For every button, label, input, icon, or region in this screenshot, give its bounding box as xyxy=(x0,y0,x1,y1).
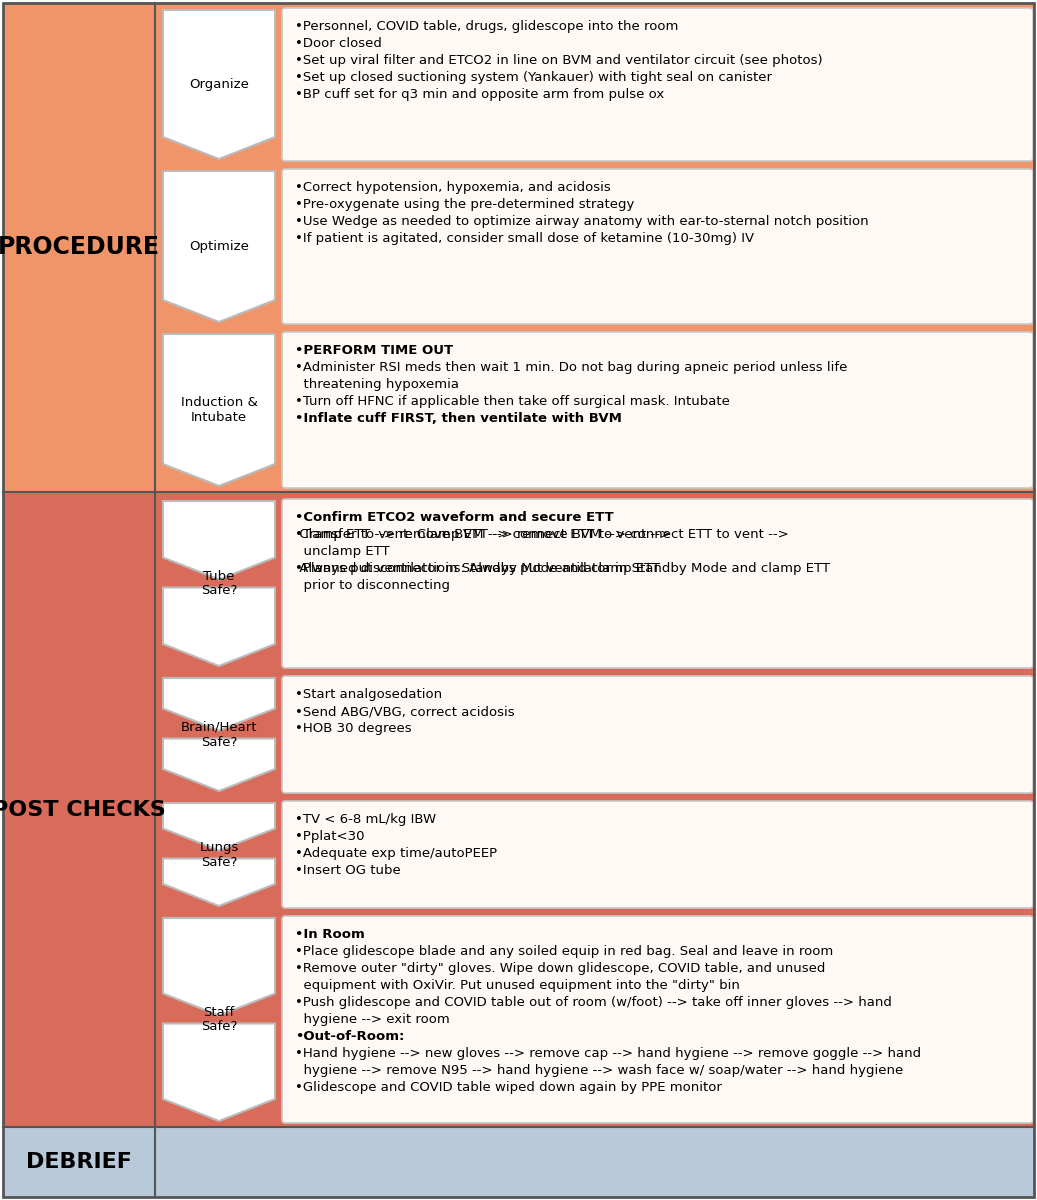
Text: hygiene --> exit room: hygiene --> exit room xyxy=(295,1013,450,1026)
Text: Optimize: Optimize xyxy=(189,240,249,253)
Text: •Set up viral filter and ETCO2 in line on BVM and ventilator circuit (see photos: •Set up viral filter and ETCO2 in line o… xyxy=(295,54,822,67)
Text: •Planned disconnections: Always put ventilator in Standby Mode and clamp ETT: •Planned disconnections: Always put vent… xyxy=(295,562,830,575)
Text: •Place glidescope blade and any soiled equip in red bag. Seal and leave in room: •Place glidescope blade and any soiled e… xyxy=(295,946,834,958)
Text: Always put ventilator in Standby Mode and clamp ETT: Always put ventilator in Standby Mode an… xyxy=(295,562,661,575)
Text: •Confirm ETCO2 waveform and secure ETT: •Confirm ETCO2 waveform and secure ETT xyxy=(295,511,614,524)
Text: unclamp ETT: unclamp ETT xyxy=(295,545,390,558)
Text: •Inflate cuff FIRST, then ventilate with BVM: •Inflate cuff FIRST, then ventilate with… xyxy=(295,412,622,425)
FancyBboxPatch shape xyxy=(282,802,1033,908)
Polygon shape xyxy=(163,738,275,791)
Text: •PERFORM TIME OUT: •PERFORM TIME OUT xyxy=(295,344,453,358)
Text: •Administer RSI meds then wait 1 min. Do not bag during apneic period unless lif: •Administer RSI meds then wait 1 min. Do… xyxy=(295,361,847,374)
Text: Clamp ETT --> remove BVM --> connect ETT to vent -->: Clamp ETT --> remove BVM --> connect ETT… xyxy=(295,528,671,541)
Text: equipment with OxiVir. Put unused equipment into the "dirty" bin: equipment with OxiVir. Put unused equipm… xyxy=(295,979,739,992)
Text: •Pre-oxygenate using the pre-determined strategy: •Pre-oxygenate using the pre-determined … xyxy=(295,198,635,211)
Text: •Hand hygiene --> new gloves --> remove cap --> hand hygiene --> remove goggle -: •Hand hygiene --> new gloves --> remove … xyxy=(295,1048,921,1060)
Text: Induction &
Intubate: Induction & Intubate xyxy=(180,396,257,424)
Bar xyxy=(3,2,1034,492)
FancyBboxPatch shape xyxy=(282,916,1033,1123)
FancyBboxPatch shape xyxy=(282,676,1033,793)
Text: •Start analgosedation: •Start analgosedation xyxy=(295,688,442,701)
Text: •Personnel, COVID table, drugs, glidescope into the room: •Personnel, COVID table, drugs, glidesco… xyxy=(295,20,678,34)
Text: PROCEDURE: PROCEDURE xyxy=(0,235,160,259)
Text: •TV < 6-8 mL/kg IBW: •TV < 6-8 mL/kg IBW xyxy=(295,814,437,826)
FancyBboxPatch shape xyxy=(282,169,1033,324)
Text: Lungs
Safe?: Lungs Safe? xyxy=(199,840,239,869)
FancyBboxPatch shape xyxy=(282,8,1033,161)
Text: •Adequate exp time/autoPEEP: •Adequate exp time/autoPEEP xyxy=(295,847,497,860)
Text: threatening hypoxemia: threatening hypoxemia xyxy=(295,378,459,391)
Text: •Glidescope and COVID table wiped down again by PPE monitor: •Glidescope and COVID table wiped down a… xyxy=(295,1081,722,1094)
Text: •Insert OG tube: •Insert OG tube xyxy=(295,864,400,877)
FancyBboxPatch shape xyxy=(282,332,1033,488)
Polygon shape xyxy=(163,678,275,731)
Polygon shape xyxy=(163,502,275,580)
Text: hygiene --> remove N95 --> hand hygiene --> wash face w/ soap/water --> hand hyg: hygiene --> remove N95 --> hand hygiene … xyxy=(295,1064,903,1078)
Polygon shape xyxy=(163,588,275,666)
Text: •If patient is agitated, consider small dose of ketamine (10-30mg) IV: •If patient is agitated, consider small … xyxy=(295,232,754,245)
Polygon shape xyxy=(163,803,275,851)
Text: POST CHECKS: POST CHECKS xyxy=(0,799,166,820)
Polygon shape xyxy=(163,858,275,906)
Text: •Use Wedge as needed to optimize airway anatomy with ear-to-sternal notch positi: •Use Wedge as needed to optimize airway … xyxy=(295,215,869,228)
Text: •Transfer to vent: Clamp ETT --> remove BVM --> connect ETT to vent -->: •Transfer to vent: Clamp ETT --> remove … xyxy=(295,528,789,541)
Polygon shape xyxy=(163,918,275,1015)
Text: •Pplat<30: •Pplat<30 xyxy=(295,830,364,844)
Text: •Out-of-Room:: •Out-of-Room: xyxy=(295,1030,404,1043)
Polygon shape xyxy=(163,170,275,322)
FancyBboxPatch shape xyxy=(282,499,1033,668)
Text: DEBRIEF: DEBRIEF xyxy=(26,1152,132,1172)
Text: •In Room: •In Room xyxy=(295,928,365,941)
Polygon shape xyxy=(163,334,275,486)
Text: •Push glidescope and COVID table out of room (w/foot) --> take off inner gloves : •Push glidescope and COVID table out of … xyxy=(295,996,892,1009)
Text: Organize: Organize xyxy=(189,78,249,91)
Polygon shape xyxy=(163,10,275,158)
Text: •Turn off HFNC if applicable then take off surgical mask. Intubate: •Turn off HFNC if applicable then take o… xyxy=(295,395,730,408)
Text: •Send ABG/VBG, correct acidosis: •Send ABG/VBG, correct acidosis xyxy=(295,706,514,718)
Text: Brain/Heart
Safe?: Brain/Heart Safe? xyxy=(180,720,257,749)
Bar xyxy=(3,492,1034,1127)
Text: •Correct hypotension, hypoxemia, and acidosis: •Correct hypotension, hypoxemia, and aci… xyxy=(295,181,611,194)
Text: prior to disconnecting: prior to disconnecting xyxy=(295,580,450,592)
Text: Tube
Safe?: Tube Safe? xyxy=(201,570,237,598)
Text: •HOB 30 degrees: •HOB 30 degrees xyxy=(295,722,412,736)
Polygon shape xyxy=(163,1024,275,1121)
Text: Staff
Safe?: Staff Safe? xyxy=(201,1006,237,1033)
Text: •Remove outer "dirty" gloves. Wipe down glidescope, COVID table, and unused: •Remove outer "dirty" gloves. Wipe down … xyxy=(295,962,825,976)
Text: •Door closed: •Door closed xyxy=(295,37,382,50)
Bar xyxy=(3,1127,1034,1198)
Text: •Set up closed suctioning system (Yankauer) with tight seal on canister: •Set up closed suctioning system (Yankau… xyxy=(295,71,772,84)
Text: •BP cuff set for q3 min and opposite arm from pulse ox: •BP cuff set for q3 min and opposite arm… xyxy=(295,88,665,101)
